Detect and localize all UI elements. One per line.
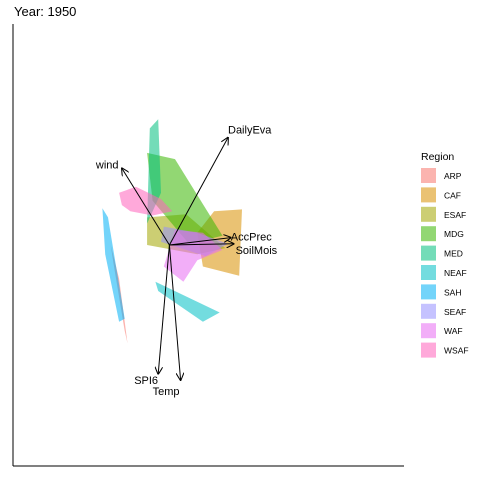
legend-swatch-wsaf [421,342,436,358]
vector-label-temp: Temp [153,386,180,398]
hull-neaf [155,281,220,322]
vector-accprec [169,238,230,246]
vector-label-spi6: SPI6 [134,375,158,387]
legend-title: Region [421,151,454,163]
vector-label-dailyeva: DailyEva [228,125,272,137]
legend-swatch-neaf [421,265,436,280]
hull-wsaf [119,186,173,216]
legend-swatch-med [421,245,436,261]
legend-label-esaf: ESAF [444,210,466,220]
legend-swatch-seaf [421,303,436,319]
legend-label-wsaf: WSAF [444,346,469,356]
legend-swatch-waf [421,323,436,339]
legend-label-caf: CAF [444,190,461,200]
vector-wind [122,168,170,246]
legend-label-med: MED [444,249,463,259]
legend-label-mdg: MDG [444,229,464,239]
hull-waf [163,229,223,282]
legend-swatch-caf [421,187,436,203]
region-hulls [102,119,242,344]
vector-soilmois [169,244,233,245]
hull-mdg [147,152,223,244]
chart-title: Year: 1950 [14,4,76,19]
legend-swatch-mdg [421,226,436,242]
vector-dailyeva [168,138,228,246]
legend-label-arp: ARP [444,171,462,181]
hull-sah [102,208,125,322]
legend-label-waf: WAF [444,326,463,336]
legend-items: ARP CAF ESAF MDG MED NEAF SAH SEAF WAF WSAF [421,168,469,358]
vector-label-wind: wind [95,159,119,171]
vector-label-accprec: AccPrec [231,232,272,244]
legend-swatch-sah [421,284,436,300]
legend-label-seaf: SEAF [444,307,466,317]
legend-label-neaf: NEAF [444,268,467,278]
vector-temp [168,244,180,380]
vector-spi6 [158,244,170,374]
legend-label-sah: SAH [444,287,461,297]
legend: Region ARP CAF ESAF MDG MED NEAF SAH SEAF WAF WSA… [421,151,469,358]
legend-swatch-esaf [421,206,436,222]
vector-label-soilmois: SoilMois [236,245,278,257]
legend-swatch-arp [421,168,436,183]
